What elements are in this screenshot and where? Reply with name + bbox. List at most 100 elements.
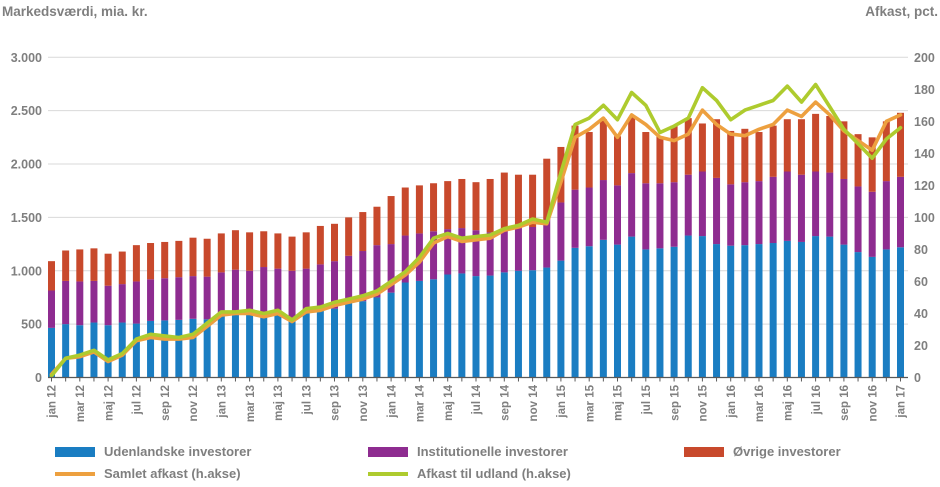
x-tick-label: jul 15	[641, 384, 653, 415]
bar-segment--vrige-investorer	[486, 178, 494, 233]
x-tick-label: nov 15	[698, 384, 710, 421]
bar-segment--vrige-investorer	[628, 117, 636, 174]
bar-segment--vrige-investorer	[472, 182, 480, 231]
stacked-bars	[48, 112, 904, 378]
bar-segment-institutionelle-investorer	[217, 272, 225, 316]
bar-segment-udenlandske-investorer	[571, 247, 579, 378]
bar-segment-udenlandske-investorer	[599, 239, 607, 378]
legend-swatch-afkast-til-udland	[368, 471, 408, 476]
bar-segment-institutionelle-investorer	[543, 219, 551, 268]
bar-segment-udenlandske-investorer	[217, 315, 225, 378]
bar-segment-institutionelle-investorer	[231, 269, 239, 314]
bar-segment-institutionelle-investorer	[373, 245, 381, 298]
x-tick-label: nov 14	[528, 384, 540, 421]
bar-segment-udenlandske-investorer	[614, 244, 621, 378]
x-tick-label: maj 12	[103, 385, 115, 421]
x-tick-label: jan 14	[386, 384, 398, 418]
legend-item-samlet-afkast: Samlet afkast (h.akse)	[55, 466, 241, 481]
bar-segment-udenlandske-investorer	[486, 275, 494, 378]
bar-segment-institutionelle-investorer	[684, 174, 692, 236]
legend-swatch-samlet-afkast	[55, 471, 95, 476]
bar-segment-udenlandske-investorer	[897, 247, 904, 378]
legend: Udenlandske investorer Institutionelle i…	[0, 441, 940, 487]
bar-segment--vrige-investorer	[161, 241, 169, 279]
right-tick-label: 200	[914, 51, 935, 65]
bar-segment--vrige-investorer	[175, 240, 183, 278]
bar-segment-udenlandske-investorer	[755, 244, 763, 378]
bar-segment-institutionelle-investorer	[698, 171, 706, 237]
bar-segment-udenlandske-investorer	[444, 274, 452, 378]
legend-label-afkast-til-udland: Afkast til udland (h.akse)	[417, 466, 571, 481]
legend-item-udenlandske-investorer: Udenlandske investorer	[55, 444, 251, 459]
bar-segment-institutionelle-investorer	[274, 268, 282, 315]
x-tick-label: maj 15	[613, 384, 625, 420]
bar-segment--vrige-investorer	[288, 236, 296, 271]
bar-segment--vrige-investorer	[713, 119, 721, 178]
bar-segment--vrige-investorer	[401, 187, 409, 236]
bar-segment-udenlandske-investorer	[472, 276, 480, 378]
bar-segment-institutionelle-investorer	[783, 171, 791, 241]
bar-segment-udenlandske-investorer	[76, 325, 84, 378]
bar-segment-udenlandske-investorer	[161, 320, 169, 378]
legend-label-ovrige-investorer: Øvrige investorer	[733, 444, 841, 459]
right-tick-label: 80	[914, 243, 928, 257]
bar-segment--vrige-investorer	[458, 178, 466, 229]
bar-segment--vrige-investorer	[585, 132, 593, 188]
bar-segment--vrige-investorer	[656, 136, 664, 184]
bar-segment--vrige-investorer	[812, 113, 820, 172]
right-tick-label: 0	[914, 371, 921, 385]
bar-segment--vrige-investorer	[217, 233, 225, 273]
bar-segment-udenlandske-investorer	[331, 308, 338, 378]
bar-segment-institutionelle-investorer	[642, 183, 650, 250]
right-tick-label: 100	[914, 211, 935, 225]
line-afkast-til-udland-h-akse-	[49, 82, 903, 378]
x-tick-label: jul 16	[811, 385, 823, 415]
bar-segment-institutionelle-investorer	[401, 235, 409, 283]
left-tick-label: 1.000	[11, 264, 42, 278]
bar-segment-institutionelle-investorer	[90, 280, 98, 323]
return-lines	[49, 82, 903, 378]
bar-segment--vrige-investorer	[345, 217, 353, 256]
bar-segment--vrige-investorer	[104, 253, 112, 286]
bar-segment--vrige-investorer	[614, 136, 621, 186]
bar-segment--vrige-investorer	[684, 118, 692, 175]
right-tick-label: 160	[914, 115, 935, 129]
bar-segment--vrige-investorer	[755, 132, 763, 182]
bar-segment--vrige-investorer	[147, 243, 155, 280]
bar-segment-udenlandske-investorer	[741, 245, 749, 378]
bar-segment-institutionelle-investorer	[76, 281, 84, 326]
right-tick-label: 60	[914, 275, 928, 289]
bar-segment--vrige-investorer	[826, 116, 834, 173]
bar-segment-udenlandske-investorer	[274, 314, 282, 378]
bar-segment--vrige-investorer	[132, 245, 140, 282]
bar-segment-udenlandske-investorer	[698, 236, 706, 378]
bar-segment-institutionelle-investorer	[812, 171, 820, 237]
line-samlet-afkast-h-akse-	[49, 100, 903, 377]
bar-segment--vrige-investorer	[797, 119, 805, 175]
bar-segment-institutionelle-investorer	[316, 264, 324, 310]
bar-segment-institutionelle-investorer	[826, 172, 834, 237]
bar-segment-institutionelle-investorer	[840, 178, 848, 245]
bar-segment-udenlandske-investorer	[302, 310, 310, 378]
legend-label-udenlandske-investorer: Udenlandske investorer	[104, 444, 252, 459]
bar-segment-institutionelle-investorer	[529, 227, 537, 271]
bar-segment-institutionelle-investorer	[868, 191, 876, 257]
bar-segment-institutionelle-investorer	[260, 267, 268, 314]
bar-segment-udenlandske-investorer	[543, 267, 551, 378]
bar-segment-udenlandske-investorer	[684, 235, 692, 378]
x-tick-label: sep 14	[500, 384, 512, 420]
x-tick-label: jan 13	[217, 385, 229, 419]
bar-segment--vrige-investorer	[76, 249, 84, 282]
bar-segment--vrige-investorer	[415, 185, 423, 234]
bar-segment-institutionelle-investorer	[585, 187, 593, 247]
bar-segment-udenlandske-investorer	[727, 245, 735, 378]
bar-segment-institutionelle-investorer	[430, 231, 438, 280]
bar-segment--vrige-investorer	[246, 232, 254, 271]
bar-segment--vrige-investorer	[189, 237, 197, 277]
bar-segment-institutionelle-investorer	[897, 176, 904, 248]
bar-segment-institutionelle-investorer	[203, 276, 211, 320]
left-tick-label: 2.000	[11, 158, 42, 172]
x-tick-label: jan 15	[556, 384, 568, 418]
bar-segment-institutionelle-investorer	[769, 176, 777, 244]
